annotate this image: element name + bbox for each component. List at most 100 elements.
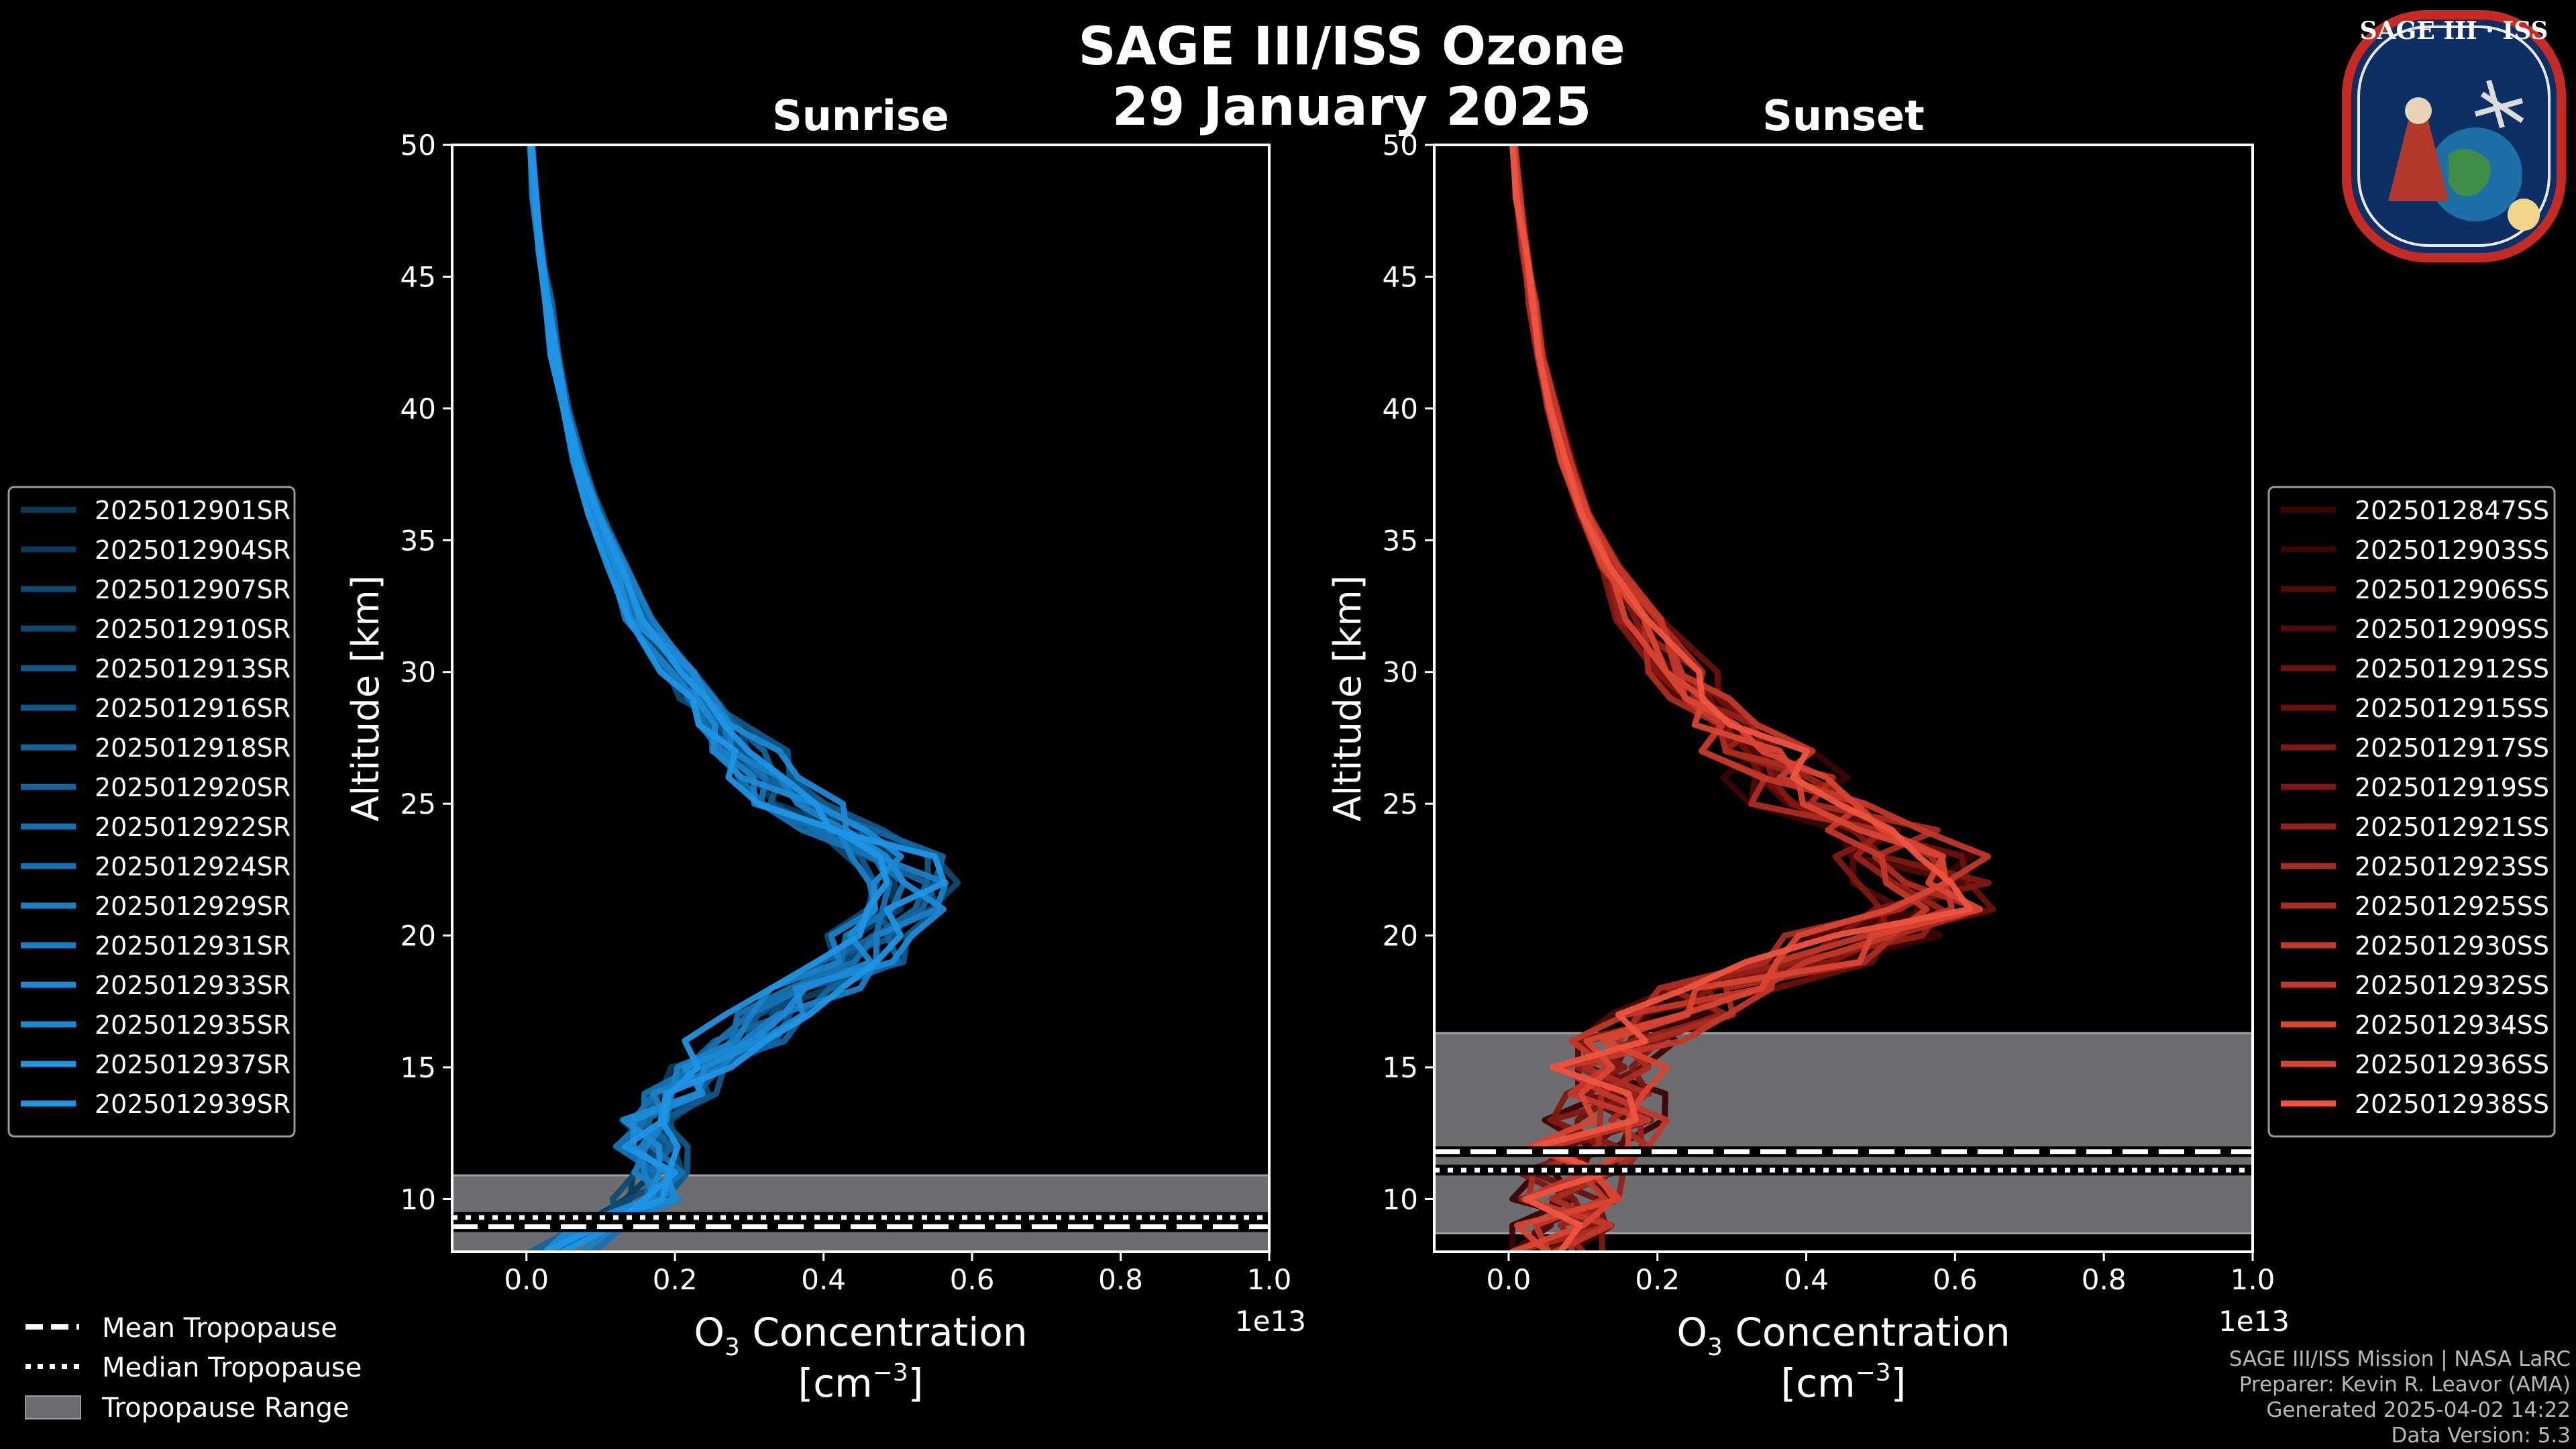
y-axis-label: Altitude [km] [1326,575,1370,821]
y-tick-label: 25 [400,788,436,820]
tropopause-range-label: Tropopause Range [101,1393,350,1424]
series-line-2025012933SR [527,145,947,1252]
legend-label: 2025012906SS [2355,575,2549,604]
x-tick-label: 0.8 [1098,1263,1143,1296]
legend-frame [2267,486,2556,1138]
series-line-2025012938SS [1509,145,1973,1252]
legend-label: 2025012847SS [2355,496,2549,525]
y-tick-label: 45 [400,260,436,293]
footer-mission: SAGE III/ISS Mission | NASA LaRC [2229,1347,2571,1371]
axes-frame [1433,144,2254,1253]
x-axis-unit: [cm−3] [1781,1359,1907,1406]
legend-label: 2025012920SR [95,773,290,802]
logo-moon [2508,199,2540,231]
x-tick-label: 0.6 [950,1263,995,1296]
legend-label: 2025012925SS [2355,892,2549,921]
y-tick-label: 10 [400,1183,436,1216]
legend-sunrise: 2025012901SR 2025012904SR 2025012907SR 2025… [7,486,296,1138]
legend-label: 2025012932SS [2355,971,2549,1000]
x-tick-label: 0.4 [1784,1263,1829,1296]
x-axis-unit-sup: −3 [873,1359,908,1387]
panel-sunset: 0.0 0.2 0.4 0.6 0.8 1.0 10 15 20 25 30 35 40 45 50 1e13… [1326,91,2556,1406]
legend-label: 2025012901SR [95,496,290,525]
x-tick-label: 0.0 [504,1263,549,1296]
y-tick-label: 35 [400,524,436,557]
x-axis-label-rest: Concentration [1723,1309,2010,1355]
x-axis-label: O3 Concentration [694,1309,1027,1361]
footer-preparer: Preparer: Kevin R. Leavor (AMA) [2239,1373,2571,1397]
legend-label: 2025012929SR [95,892,290,921]
y-tick-label: 35 [1383,524,1418,557]
median-tropopause-label: Median Tropopause [102,1352,362,1383]
x-axis-unit-open: [cm [1781,1360,1856,1406]
tropopause-legend: Mean Tropopause Median Tropopause Tropop… [25,1313,362,1424]
legend-label: 2025012923SS [2355,852,2549,881]
legend-label: 2025012912SS [2355,654,2549,684]
legend-label: 2025012937SR [95,1050,290,1079]
y-tick-label: 45 [1383,260,1418,293]
mean-tropopause-label: Mean Tropopause [102,1313,337,1344]
y-tick-label: 15 [1383,1051,1418,1084]
logo-text: SAGE III · ISS [2360,17,2548,45]
x-tick-label: 1.0 [2231,1263,2275,1296]
x-axis-label-sub: 3 [724,1334,740,1361]
legend-label: 2025012934SS [2355,1010,2549,1040]
x-axis-unit-close: ] [1891,1360,1907,1406]
legend-label: 2025012922SR [95,812,290,842]
y-axis-label: Altitude [km] [344,575,388,821]
legend-label: 2025012936SS [2355,1050,2549,1079]
logo-figure [2388,121,2449,201]
figure-title-line2: 29 January 2025 [1112,77,1592,138]
y-tick-label: 20 [400,920,436,953]
series-line-2025012930SS [1511,145,1991,1252]
series-line-2025012916SR [527,145,941,1252]
legend-label: 2025012933SR [95,971,290,1000]
y-tick-label: 30 [400,656,436,689]
legend-label: 2025012938SS [2355,1089,2549,1119]
x-tick-label: 0.2 [1635,1263,1680,1296]
legend-label: 2025012913SR [95,654,290,684]
x-tick-label: 0.0 [1487,1263,1532,1296]
x-axis-label-main: O [694,1309,724,1355]
x-axis-label: O3 Concentration [1676,1309,2010,1361]
series-line-2025012920SR [527,145,930,1252]
x-offset-label: 1e13 [2218,1305,2290,1338]
panel-title: Sunset [1762,91,1925,140]
x-tick-label: 0.8 [2082,1263,2127,1296]
legend-label: 2025012909SS [2355,614,2549,644]
logo-figure-head [2405,97,2432,124]
y-tick-label: 20 [1383,920,1418,953]
x-axis-label-main: O [1676,1309,1707,1355]
series-line-2025012910SR [527,145,961,1252]
legend-frame [7,486,296,1138]
x-axis-label-sub: 3 [1707,1334,1723,1361]
x-tick-label: 0.4 [801,1263,846,1296]
legend-label: 2025012917SS [2355,733,2549,763]
logo-badge-inner-ring [2357,25,2551,247]
x-axis-unit-sup: −3 [1856,1359,1891,1387]
y-tick-label: 10 [1383,1183,1418,1216]
legend-label: 2025012939SR [95,1089,290,1119]
y-tick-label: 25 [1383,788,1418,820]
x-tick-label: 0.6 [1933,1263,1978,1296]
footer-generated: Generated 2025-04-02 14:22 [2266,1398,2571,1422]
series-line-2025012918SR [527,145,947,1252]
series-line-2025012929SR [527,145,949,1252]
legend-label: 2025012916SR [95,694,290,723]
logo-earth-land [2449,149,2491,197]
tropopause-range-swatch [25,1395,81,1419]
y-tick-label: 30 [1383,656,1418,689]
legend-sunset: 2025012847SS 2025012903SS 2025012906SS 2025… [2267,486,2556,1138]
legend-label: 2025012921SS [2355,812,2549,842]
y-tick-label: 50 [1383,129,1418,162]
series-group [1509,145,1996,1252]
x-axis-unit-close: ] [908,1360,924,1406]
y-tick-label: 40 [1383,392,1418,425]
legend-label: 2025012903SS [2355,535,2549,565]
sage-iss-logo: SAGE III · ISS [2342,10,2566,262]
y-tick-label: 15 [400,1051,436,1084]
figure-title-line1: SAGE III/ISS Ozone [1078,17,1625,77]
legend-label: 2025012919SS [2355,773,2549,802]
legend-label: 2025012910SR [95,614,290,644]
series-group [527,145,961,1252]
